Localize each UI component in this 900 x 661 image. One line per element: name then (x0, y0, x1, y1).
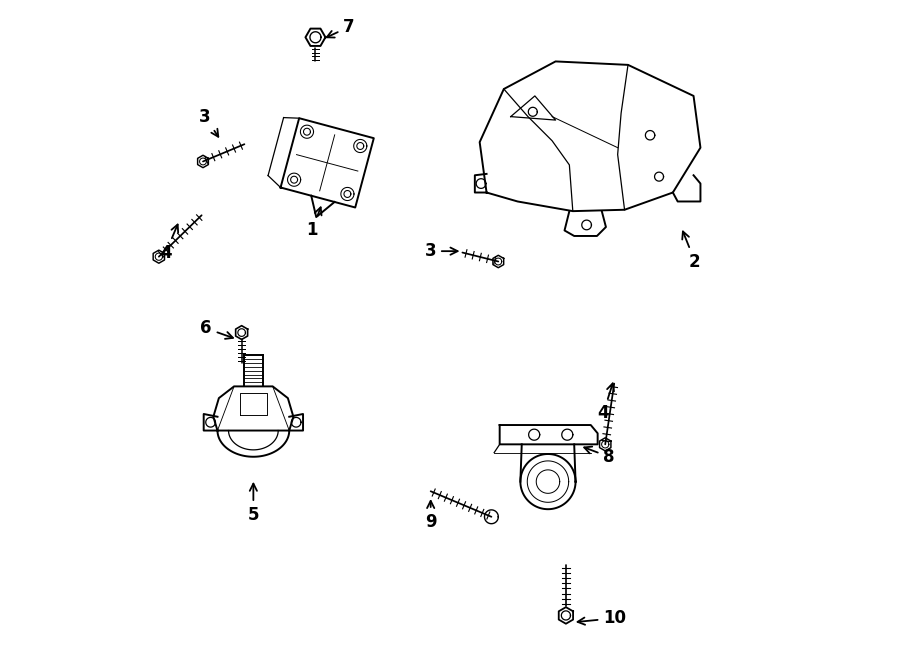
Text: 4: 4 (598, 383, 614, 422)
Text: 3: 3 (199, 108, 219, 137)
Text: 3: 3 (425, 242, 457, 260)
Text: 2: 2 (682, 231, 701, 270)
Text: 4: 4 (160, 225, 178, 262)
Text: 6: 6 (201, 319, 233, 339)
Text: 1: 1 (306, 208, 321, 239)
Text: 9: 9 (425, 501, 436, 531)
Text: 5: 5 (248, 484, 259, 524)
Text: 10: 10 (578, 609, 626, 627)
Text: 8: 8 (584, 447, 615, 466)
Text: 7: 7 (327, 18, 355, 38)
